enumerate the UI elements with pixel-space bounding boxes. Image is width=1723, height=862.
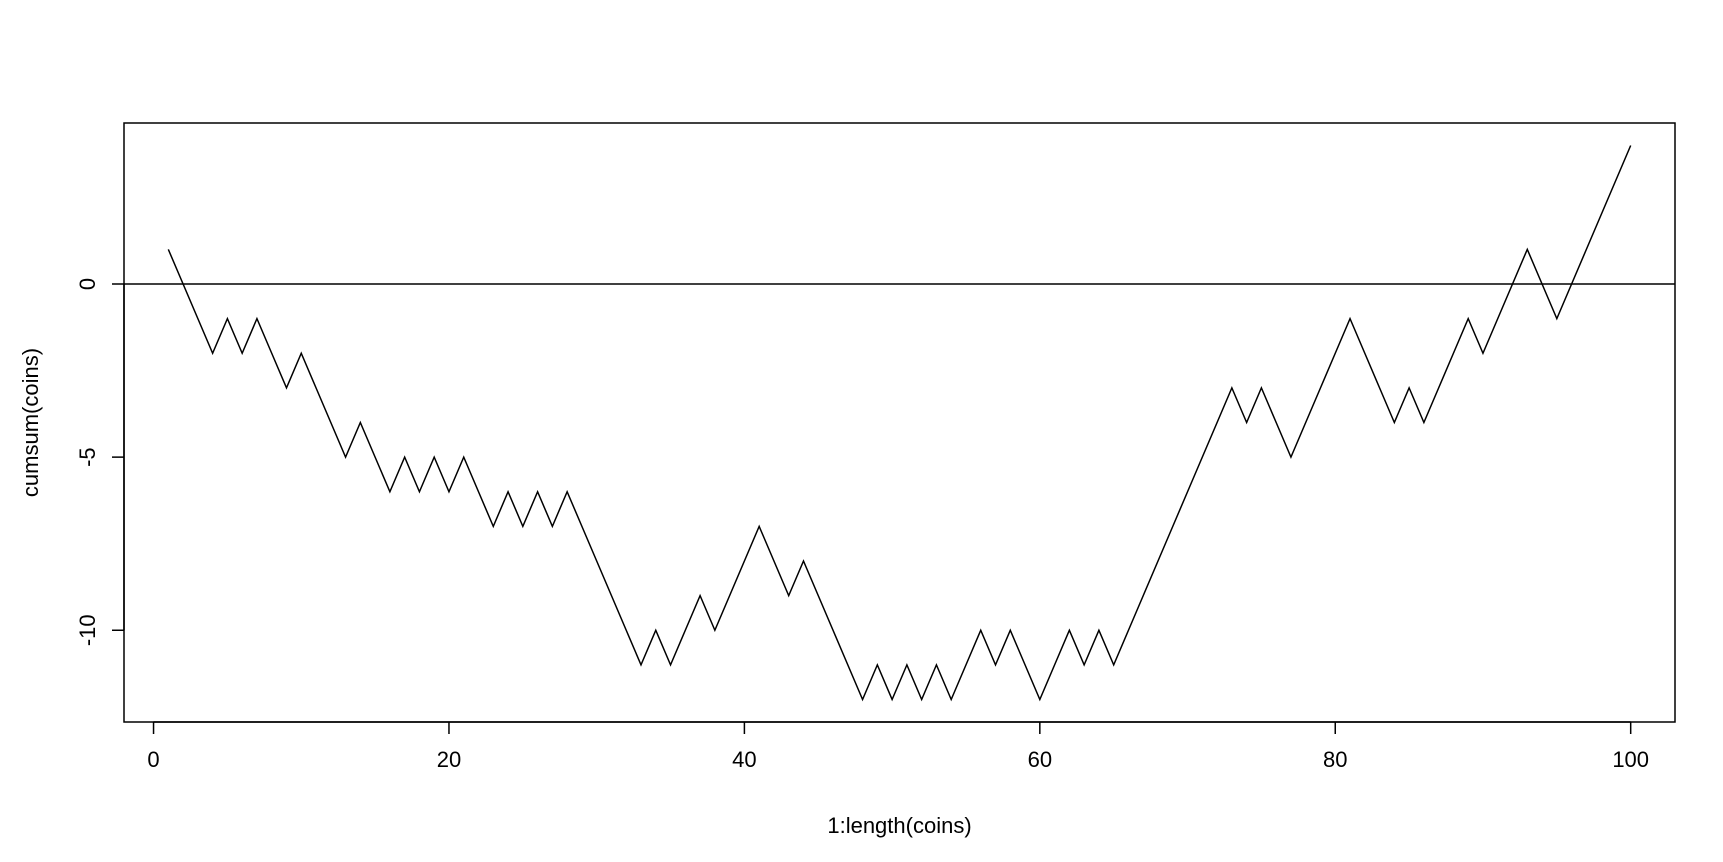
y-tick-label: -10	[75, 614, 100, 646]
y-axis-label: cumsum(coins)	[18, 348, 43, 497]
y-tick-label: -5	[75, 447, 100, 467]
x-tick-label: 40	[732, 747, 756, 772]
y-tick-label: 0	[75, 278, 100, 290]
x-tick-label: 20	[437, 747, 461, 772]
x-tick-label: 0	[147, 747, 159, 772]
plot-frame	[123, 122, 1676, 723]
x-tick-label: 100	[1612, 747, 1649, 772]
x-tick-label: 60	[1028, 747, 1052, 772]
x-tick-label: 80	[1323, 747, 1347, 772]
series-line	[167, 145, 1632, 702]
x-axis-label: 1:length(coins)	[827, 813, 971, 838]
